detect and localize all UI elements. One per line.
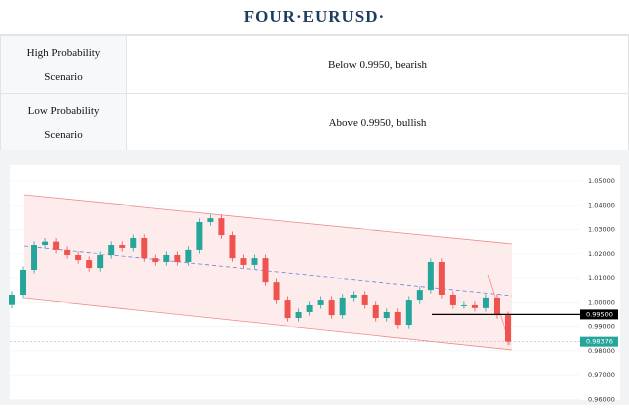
candle-body [394,311,401,326]
price-line-label: 0.99500 [586,310,613,318]
y-tick-label: 1.04000 [588,201,615,209]
candle-body [416,290,423,301]
last-price-label: 0.98376 [586,338,613,346]
candle-body [295,311,302,319]
candle-body [350,294,357,298]
candle-body [196,221,203,250]
scenario-table: High Probability Scenario Below 0.9950, … [0,35,629,152]
candle-body [405,300,412,326]
candle-body [240,258,247,265]
row: Low Probability Scenario Above 0.9950, b… [0,93,629,152]
candle-body [229,235,236,259]
row: High Probability Scenario Below 0.9950, … [0,35,629,94]
candle-body [75,254,82,261]
candle-body [218,218,225,236]
candle-body [438,262,445,295]
cell: Below 0.9950, bearish [126,35,629,94]
channel-upper [23,194,513,245]
y-tick-label: 0.98000 [588,347,615,355]
candle-body [284,300,291,319]
candle-body [31,245,38,271]
y-tick-label: 1.02000 [588,250,615,258]
y-tick-label: 0.97000 [588,371,615,379]
candle-body [328,300,335,316]
candle-body [185,249,192,263]
candle-body [141,237,148,259]
candle-body [251,258,258,265]
candle-body [163,254,170,263]
y-tick-label: 0.99000 [588,323,615,331]
y-tick-label: 1.03000 [588,226,615,234]
last-price-tag [580,336,618,347]
candle-body [108,245,115,255]
candle-body [427,262,434,291]
candle-body [449,294,456,305]
candle-body [20,270,27,295]
cell: Above 0.9950, bullish [126,93,629,152]
candle-body [174,254,181,263]
y-tick-label: 1.01000 [588,274,615,282]
candle-body [383,311,390,319]
channel-lower [23,297,513,351]
candle-body [97,254,104,269]
candle-body [460,304,467,306]
candle-body [493,297,500,316]
y-tick-label: 1.00000 [588,298,615,306]
candle-body [86,260,93,269]
candle-body [372,304,379,319]
candle-body [42,241,49,246]
candle-body [306,304,313,312]
candle-body [273,282,280,301]
chart: 1.05000 1.04000 1.03000 1.02000 1.01000 1.000… [9,165,620,403]
candle-body [361,294,368,305]
candle-body [482,297,489,308]
y-tick-label: 0.96000 [588,395,615,403]
y-tick-label: 1.05000 [588,177,615,185]
price-line-tag [580,309,618,320]
candle-body [9,294,15,305]
candle-body [317,300,324,305]
title: FOUR·EURUSD· [0,0,629,35]
candle-body [119,245,126,248]
chart-panel: 1.05000 1.04000 1.03000 1.02000 1.01000 1.000… [0,150,629,405]
candle-body [505,315,511,342]
candle-body [207,218,214,222]
candle-body [339,297,346,316]
candle-body [64,249,71,255]
candle-body [262,258,269,283]
cell: High Probability Scenario [0,35,127,94]
cell: Low Probability Scenario [0,93,127,152]
candle-body [130,237,137,248]
candle-body [152,258,159,263]
candle-body [53,241,60,250]
candle-body [471,304,478,308]
